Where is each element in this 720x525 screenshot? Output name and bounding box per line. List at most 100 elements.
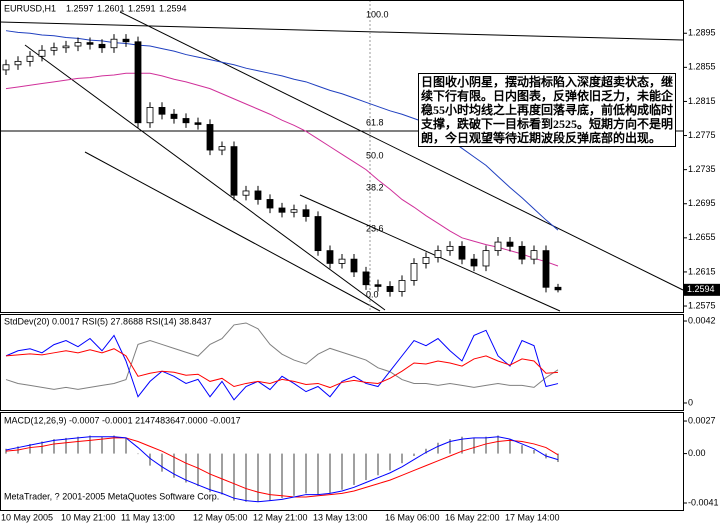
candle-body xyxy=(62,45,70,49)
low-price: 1.2591 xyxy=(128,3,156,13)
macd-bar xyxy=(533,449,535,454)
candle-body xyxy=(446,245,454,252)
macd-bar xyxy=(485,436,487,454)
candle-body xyxy=(530,250,538,260)
macd-bar xyxy=(65,437,67,454)
macd-bar xyxy=(509,439,511,454)
x-tick-label: 17 May 14:00 xyxy=(505,512,560,522)
macd-bar xyxy=(413,453,415,456)
candle-body xyxy=(242,190,250,196)
candle-body xyxy=(482,250,490,267)
x-tick-label: 16 May 22:00 xyxy=(445,512,500,522)
indicator-line xyxy=(5,322,559,390)
candle-body xyxy=(38,49,46,57)
candle-body xyxy=(410,263,418,281)
macd-bar xyxy=(149,453,151,466)
candle-body xyxy=(254,190,262,200)
trend-line xyxy=(0,21,684,41)
macd-bar xyxy=(377,453,379,476)
macd-bar xyxy=(353,453,355,485)
macd-bar xyxy=(521,445,523,454)
x-tick-label: 11 May 13:00 xyxy=(121,512,175,522)
candle-body xyxy=(470,258,478,267)
y-tick-label: 1.2615 xyxy=(688,266,716,276)
y-tick-label: 0.00 xyxy=(688,448,706,458)
candle-body xyxy=(458,245,466,260)
x-tick-label: 12 May 21:00 xyxy=(253,512,308,522)
y-tick-label: 0.0027 xyxy=(688,415,716,425)
frames xyxy=(0,0,684,511)
macd-bar xyxy=(197,453,199,487)
candle-body xyxy=(122,38,130,43)
candle-body xyxy=(110,38,118,49)
x-tick-label: 12 May 05:00 xyxy=(193,512,248,522)
candle-body xyxy=(182,118,190,124)
footer: MetaTrader, ? 2001-2005 MetaQuotes Softw… xyxy=(4,491,219,501)
candle-body xyxy=(374,284,382,287)
trend-line xyxy=(24,44,386,311)
macd-bar xyxy=(317,453,319,495)
macd-bar xyxy=(293,453,295,496)
x-tick-label: 16 May 06:00 xyxy=(385,512,440,522)
macd-bar xyxy=(557,453,559,463)
fibo-label: 23.6 xyxy=(366,223,384,233)
trend-line xyxy=(119,11,684,291)
candle-body xyxy=(338,258,346,264)
candle-body xyxy=(434,250,442,258)
macd-bar xyxy=(185,453,187,483)
candle-body xyxy=(386,286,394,292)
y-tick-label: 1.2695 xyxy=(688,198,716,208)
candle-body xyxy=(230,146,238,196)
candle-body xyxy=(506,241,514,247)
macd-bar xyxy=(245,453,247,502)
indicator-line xyxy=(5,436,559,503)
macd-bar xyxy=(113,435,115,454)
macd-bar xyxy=(425,448,427,454)
candle-body xyxy=(542,250,550,288)
candle-body xyxy=(518,245,526,260)
y-tick-label: 1.2735 xyxy=(688,164,716,174)
y-tick-label: 1.2575 xyxy=(688,300,716,310)
indicator-line xyxy=(5,348,559,389)
macd-bar xyxy=(53,439,55,454)
fibo-label: 61.8 xyxy=(366,117,384,127)
candle-body xyxy=(98,43,106,49)
macd-bar xyxy=(341,453,343,490)
trend-line xyxy=(299,194,561,312)
candle-body xyxy=(290,209,298,213)
y-tick-label: 1.2775 xyxy=(688,130,716,140)
y-tick-label: 0 xyxy=(688,397,693,407)
candle-body xyxy=(50,47,58,51)
macd-bar xyxy=(269,453,271,501)
close-price: 1.2594 xyxy=(159,3,187,13)
trend-line xyxy=(84,151,381,312)
macd-bar xyxy=(209,453,211,493)
candle-body xyxy=(26,55,34,62)
candle-body xyxy=(362,271,370,286)
macd-bar xyxy=(29,443,31,454)
fibo-label: 38.2 xyxy=(366,182,384,192)
x-tick-label: 10 May 21:00 xyxy=(61,512,116,522)
y-tick-label: 1.2815 xyxy=(688,96,716,106)
candle-body xyxy=(158,107,166,115)
candle-body xyxy=(2,64,10,71)
candle-body xyxy=(326,250,334,264)
y-tick-label: 1.2895 xyxy=(688,28,716,38)
fibo-label: 100.0 xyxy=(366,9,389,19)
price-label-bg xyxy=(684,283,720,296)
macd-bar xyxy=(257,453,259,502)
fibo-label: 0.0 xyxy=(366,289,379,299)
open-price: 1.2597 xyxy=(66,3,94,13)
candle-body xyxy=(494,241,502,252)
macd-title: MACD(12,26,9) -0.0007 -0.0001 2147483647… xyxy=(4,415,241,425)
y-tick-label: 1.2655 xyxy=(688,232,716,242)
candle-body xyxy=(422,257,430,264)
candle-body xyxy=(554,286,562,291)
macd-bar xyxy=(125,437,127,454)
indicator-line xyxy=(5,437,559,498)
macd-bar xyxy=(365,453,367,481)
candle-body xyxy=(350,258,358,273)
fibo-label: 50.0 xyxy=(366,150,384,160)
symbol-title: EURUSD,H1 xyxy=(4,3,56,13)
candle-body xyxy=(134,41,142,124)
